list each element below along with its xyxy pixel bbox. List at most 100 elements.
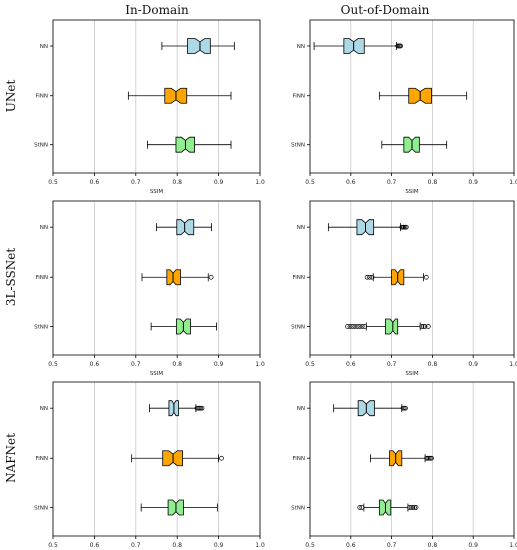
- x-tick-label: 1.0: [509, 179, 517, 186]
- flier-point: [407, 505, 412, 510]
- flier-point: [367, 274, 372, 280]
- flier-point: [357, 505, 363, 510]
- category-label: NN: [40, 225, 48, 231]
- flier-point: [352, 324, 358, 329]
- flier-point: [354, 324, 360, 329]
- category-label: FiNN: [292, 275, 305, 281]
- flier-point: [219, 455, 224, 461]
- x-tick-label: 1.0: [255, 542, 265, 549]
- x-tick-label: 0.7: [387, 179, 397, 186]
- flier-point: [362, 324, 368, 329]
- x-tick-label: 0.9: [214, 179, 224, 186]
- flier-point: [198, 405, 204, 411]
- box-finn: FiNN: [292, 450, 434, 467]
- flier-point: [425, 324, 431, 329]
- flier-point: [412, 505, 417, 510]
- x-tick-label: 0.5: [305, 179, 315, 186]
- axes-frame: [309, 200, 515, 356]
- x-tick-label: 1.0: [255, 361, 265, 368]
- x-tick-label: 1.0: [509, 542, 517, 549]
- row-title-unet: UNet: [4, 80, 18, 113]
- flier-point: [423, 274, 429, 280]
- x-tick-label: 0.8: [428, 179, 438, 186]
- x-axis-label: SSIM: [405, 189, 419, 195]
- x-tick-label: 0.5: [48, 361, 58, 368]
- flier-point: [410, 505, 416, 510]
- box-finn: FiNN: [292, 87, 468, 104]
- flier-point: [350, 324, 355, 329]
- x-tick-label: 0.7: [387, 361, 397, 368]
- x-tick-label: 0.8: [428, 361, 438, 368]
- flier-point: [403, 405, 408, 411]
- flier-point: [429, 455, 434, 461]
- box-finn: FiNN: [35, 269, 214, 286]
- box-stnn: StNN: [291, 499, 419, 516]
- category-label: FiNN: [35, 94, 48, 100]
- category-label: StNN: [291, 506, 305, 512]
- flier-point: [359, 324, 365, 329]
- axes-frame: [309, 19, 515, 174]
- flier-point: [345, 324, 350, 329]
- x-tick-label: 0.5: [48, 542, 58, 549]
- category-label: NN: [40, 44, 48, 50]
- axes-frame: [52, 381, 261, 537]
- x-axis-label: SSIM: [405, 371, 419, 377]
- category-label: NN: [297, 406, 305, 412]
- x-tick-label: 1.0: [255, 179, 265, 186]
- box-stnn: StNN: [34, 499, 218, 516]
- category-label: StNN: [34, 143, 48, 149]
- flier-point: [413, 505, 419, 510]
- category-label: StNN: [291, 325, 305, 331]
- box-nn: NN: [40, 400, 205, 417]
- category-label: NN: [297, 44, 305, 50]
- box-finn: FiNN: [35, 87, 232, 104]
- box-finn: FiNN: [35, 450, 224, 467]
- notched-box: [176, 219, 195, 236]
- flier-point: [357, 324, 363, 329]
- box-nn: NN: [40, 38, 235, 54]
- x-tick-label: 0.7: [131, 542, 141, 549]
- x-tick-label: 0.5: [305, 542, 315, 549]
- flier-point: [208, 274, 214, 280]
- flier-point: [369, 274, 375, 280]
- box-nn: NN: [297, 38, 403, 54]
- category-label: FiNN: [35, 275, 48, 281]
- panel-unet-in-domain: 0.5 0.6 0.7 0.8 0.9 1.0 SSIM NN FiNN StNN: [34, 19, 265, 195]
- panel-3l-ssnet-in-domain: 0.5 0.6 0.7 0.8 0.9 1.0 SSIM NN FiNN StNN: [34, 200, 265, 377]
- box-nn: NN: [297, 400, 408, 417]
- row-title-3l-ssnet: 3L-SSNet: [4, 248, 18, 306]
- x-tick-label: 1.0: [509, 361, 517, 368]
- panels-group: 0.5 0.6 0.7 0.8 0.9 1.0 SSIM NN FiNN StNN 0.5 0.6 0.…: [34, 19, 517, 549]
- axes-frame: [52, 19, 261, 174]
- category-label: StNN: [34, 325, 48, 331]
- column-title-in-domain: In-Domain: [125, 3, 189, 17]
- category-label: StNN: [291, 143, 305, 149]
- x-tick-label: 0.6: [346, 361, 356, 368]
- category-label: FiNN: [292, 94, 305, 100]
- x-tick-label: 0.9: [468, 542, 478, 549]
- panel-3l-ssnet-out-of-domain: 0.5 0.6 0.7 0.8 0.9 1.0 SSIM NN FiNN StNN: [291, 200, 517, 377]
- flier-point: [359, 505, 365, 510]
- flier-point: [364, 274, 370, 280]
- x-tick-label: 0.8: [172, 179, 182, 186]
- category-label: NN: [40, 406, 48, 412]
- x-tick-label: 0.6: [90, 361, 100, 368]
- flier-point: [408, 505, 414, 510]
- flier-point: [419, 324, 425, 329]
- x-axis-label: SSIM: [150, 189, 164, 195]
- x-tick-label: 0.5: [48, 179, 58, 186]
- x-tick-label: 0.6: [90, 542, 100, 549]
- x-tick-label: 0.7: [131, 179, 141, 186]
- x-tick-label: 0.8: [172, 542, 182, 549]
- x-tick-label: 0.6: [346, 179, 356, 186]
- notched-box: [187, 38, 211, 54]
- x-tick-label: 0.8: [428, 542, 438, 549]
- notched-box: [385, 318, 399, 335]
- axes-frame: [52, 200, 261, 356]
- category-label: StNN: [34, 506, 48, 512]
- axes-frame: [309, 381, 515, 537]
- category-label: NN: [297, 225, 305, 231]
